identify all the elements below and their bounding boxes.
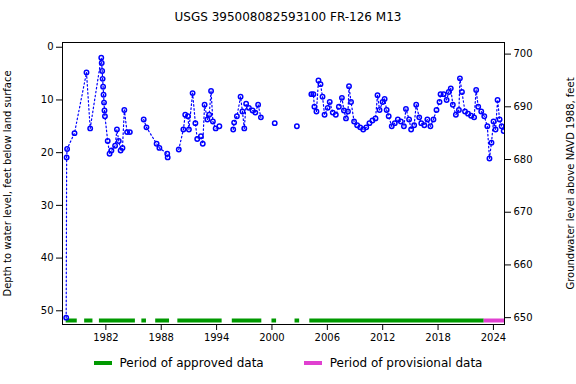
svg-text:2006: 2006: [315, 332, 340, 343]
svg-text:670: 670: [514, 206, 533, 217]
svg-text:20: 20: [41, 147, 54, 158]
svg-text:650: 650: [514, 312, 533, 323]
html-text:Period of provisional data: Period of provisional data: [329, 356, 483, 370]
svg-text:1982: 1982: [93, 332, 118, 343]
svg-text:2012: 2012: [370, 332, 395, 343]
svg-text:Groundwater level above NAVD 1: Groundwater level above NAVD 1988, feet: [565, 77, 576, 289]
svg-text:1994: 1994: [204, 332, 229, 343]
svg-text:690: 690: [514, 101, 533, 112]
svg-text:680: 680: [514, 154, 533, 165]
svg-text:0: 0: [47, 41, 53, 52]
html-text:USGS 395008082593100 FR-126 M1: USGS 395008082593100 FR-126 M13: [174, 10, 402, 24]
svg-text:2024: 2024: [481, 332, 506, 343]
svg-text:700: 700: [514, 48, 533, 59]
svg-text:50: 50: [41, 305, 54, 316]
svg-text:30: 30: [41, 200, 54, 211]
html-text:Period of approved data: Period of approved data: [119, 356, 264, 370]
svg-text:10: 10: [41, 94, 54, 105]
svg-text:Depth to water level, feet bel: Depth to water level, feet below land su…: [2, 70, 13, 296]
svg-text:2018: 2018: [425, 332, 450, 343]
svg-text:660: 660: [514, 259, 533, 270]
svg-text:40: 40: [41, 252, 54, 263]
svg-text:2000: 2000: [259, 332, 284, 343]
svg-text:1988: 1988: [149, 332, 174, 343]
